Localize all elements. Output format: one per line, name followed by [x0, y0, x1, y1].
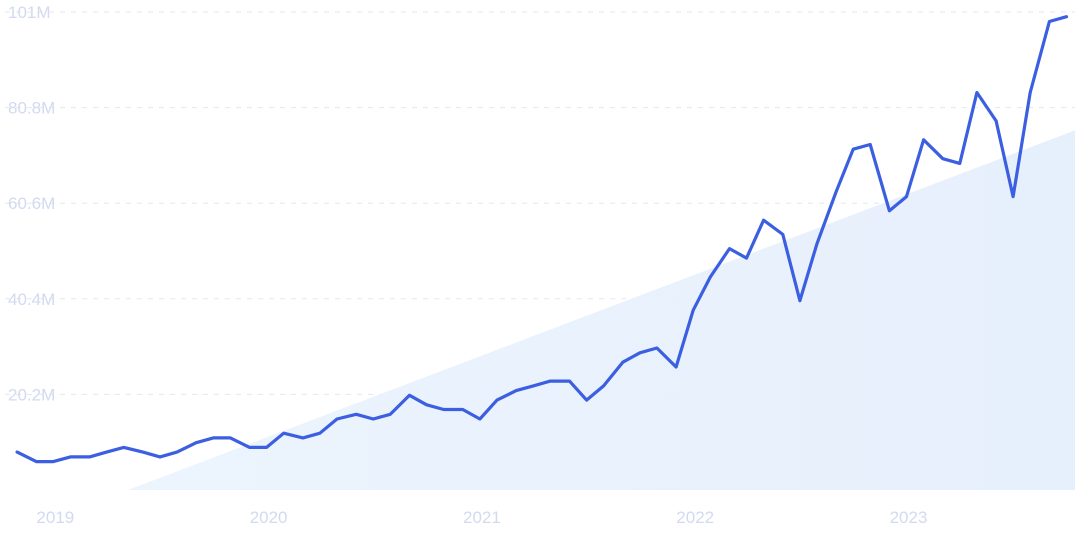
y-tick-label: 20.2M — [8, 385, 55, 404]
x-tick-label: 2022 — [676, 508, 714, 527]
x-tick-label: 2020 — [250, 508, 288, 527]
y-axis-ticks: 20.2M 40.4M 60.6M 80.8M 101M — [8, 3, 55, 404]
x-tick-label: 2019 — [36, 508, 74, 527]
x-tick-label: 2023 — [890, 508, 928, 527]
x-tick-label: 2021 — [463, 508, 501, 527]
trend-area-shape — [127, 130, 1075, 490]
x-axis-ticks: 2019 2020 2021 2022 2023 — [36, 508, 927, 527]
y-tick-label: 40.4M — [8, 290, 55, 309]
y-tick-label: 80.8M — [8, 99, 55, 118]
series-line — [15, 15, 1069, 464]
trend-area — [127, 130, 1075, 490]
series-lines — [15, 15, 1069, 464]
y-tick-label: 60.6M — [8, 194, 55, 213]
y-tick-label: 101M — [8, 3, 51, 22]
